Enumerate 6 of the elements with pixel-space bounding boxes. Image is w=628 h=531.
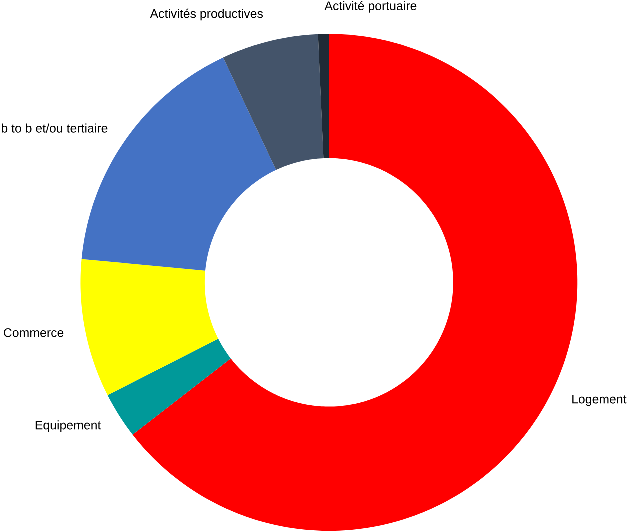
slice-label: Activités productives — [150, 8, 264, 21]
slice-label: Equipement — [36, 420, 102, 432]
slice-label: Activité portuaire — [324, 1, 417, 13]
slice-label: Logement — [572, 395, 627, 406]
slice-label: b to b et/ou tertiaire — [2, 124, 108, 133]
slice-label: Commerce — [4, 328, 64, 338]
